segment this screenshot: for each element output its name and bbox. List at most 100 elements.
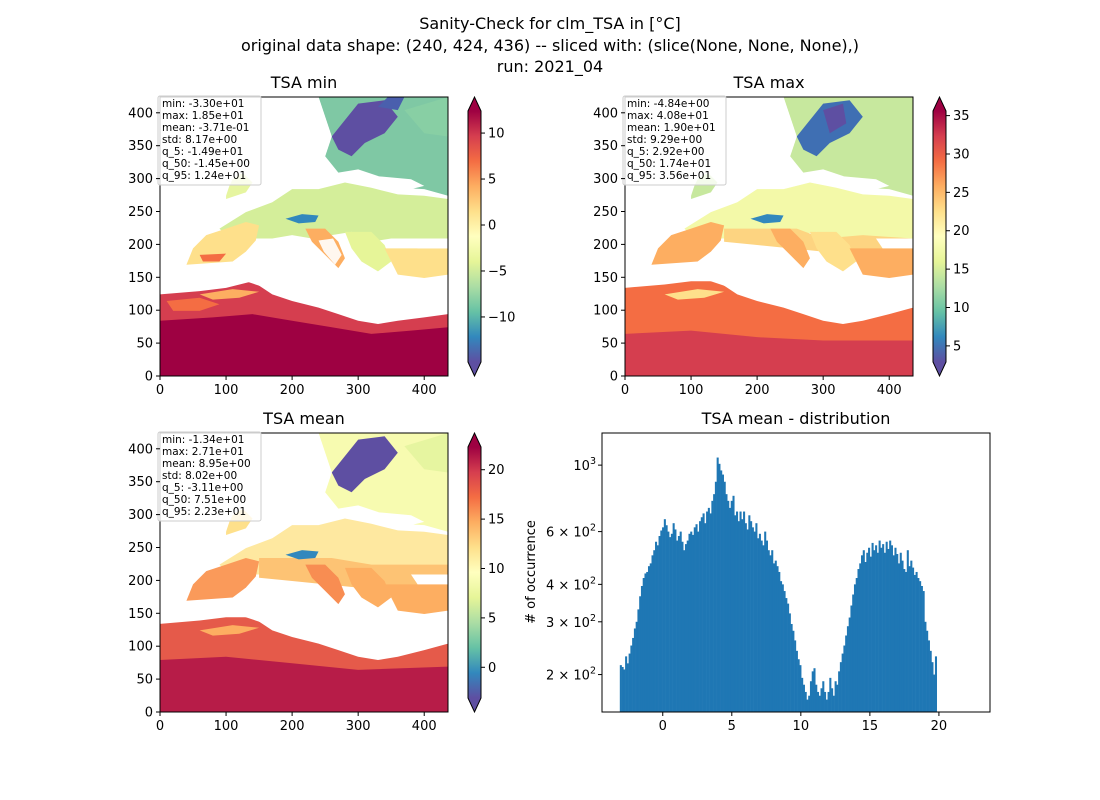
colorbar-tick-label: 0 (488, 219, 496, 234)
histogram-bar (913, 574, 916, 712)
histogram-bar (890, 545, 893, 712)
stat-std: std: 8.02e+00 (162, 470, 237, 482)
histogram-bar (655, 541, 658, 712)
colorbar-tick-label: 10 (488, 562, 505, 577)
y-tick-label: 200 (128, 238, 153, 253)
histogram-bar (815, 684, 818, 712)
histogram-bar (723, 481, 726, 712)
histogram-bar (640, 585, 643, 712)
histogram-bar (780, 581, 783, 712)
stats-box: min: -4.84e+00 max: 4.08e+01 mean: 1.90e… (622, 95, 727, 186)
panel-tsa-max: TSA max (593, 73, 969, 398)
histogram-bar (669, 537, 672, 712)
histogram-bar (679, 531, 682, 712)
histogram-bar (656, 545, 659, 712)
histogram-bar (672, 523, 675, 712)
histogram-bar (670, 533, 673, 712)
histogram-bar (753, 531, 756, 712)
histogram-bar (771, 550, 774, 712)
histogram-bar (658, 536, 661, 712)
histogram-bar (790, 623, 793, 712)
colorbar-gradient (468, 447, 481, 698)
histogram-bar (862, 550, 865, 712)
stat-min: min: -4.84e+00 (627, 98, 709, 110)
histogram-bar (706, 511, 709, 712)
stat-q5: q_5: -1.49e+01 (162, 146, 243, 158)
histogram-bar (683, 550, 686, 712)
histogram-bar (883, 552, 886, 712)
map-image (624, 96, 914, 377)
histogram-bar (880, 547, 883, 712)
colorbar-tick-label: −10 (488, 310, 515, 325)
y-tick-label: 350 (593, 139, 618, 154)
stat-q50: q_50: -1.45e+00 (162, 158, 250, 170)
histogram-bar (839, 662, 842, 712)
histogram-bar (873, 550, 876, 712)
x-tick-label: 10 (793, 719, 810, 734)
stat-min: min: -3.30e+01 (162, 98, 244, 110)
histogram-bar (667, 531, 670, 712)
histogram-bar (811, 671, 814, 712)
histogram-bar (788, 613, 791, 712)
histogram-bar (871, 542, 874, 712)
histogram-bar (838, 671, 841, 712)
histogram-bar (824, 691, 827, 712)
histogram-bar (736, 511, 739, 712)
stat-q95: q_95: 3.56e+01 (627, 170, 711, 182)
histogram-bar (732, 495, 735, 712)
histogram-bar (730, 500, 733, 712)
histogram-bar (660, 530, 663, 712)
y-tick-label: 0 (145, 706, 153, 721)
colorbar-tick-label: 20 (488, 463, 505, 478)
histogram-bar (750, 521, 753, 712)
histogram-bar (632, 637, 635, 712)
x-tick-label: 0 (621, 383, 629, 398)
stat-max: max: 4.08e+01 (627, 110, 709, 122)
histogram-bar (806, 699, 809, 712)
histogram-bar (693, 527, 696, 712)
histogram-bar (882, 544, 885, 712)
histogram-bars (619, 457, 938, 712)
histogram-bar (764, 531, 767, 712)
histogram-bar (630, 645, 633, 712)
histogram-bar (697, 531, 700, 712)
histogram-bar (635, 621, 638, 712)
histogram-bar (757, 538, 760, 712)
map-axes-ticks: 0 100 200 300 400 0 50 100 150 200 250 300 350 400 (128, 442, 436, 734)
histogram-bar (845, 635, 848, 712)
histogram-bar (739, 511, 742, 712)
y-tick-label: 250 (593, 205, 618, 220)
histogram-bar (721, 474, 724, 712)
x-tick-label: 300 (811, 383, 836, 398)
histogram-bar (905, 571, 908, 712)
histogram-bar (868, 547, 871, 712)
histogram-bar (933, 674, 936, 712)
histogram-bar (744, 523, 747, 712)
histogram-bar (822, 681, 825, 712)
x-tick-label: 400 (412, 383, 437, 398)
histogram-bar (910, 560, 913, 712)
histogram-bar (623, 669, 626, 712)
histogram-bar (718, 463, 721, 712)
y-tick-label: 200 (128, 574, 153, 589)
histogram-bar (926, 630, 929, 712)
histogram-bar (762, 545, 765, 712)
x-tick-label: 0 (156, 719, 164, 734)
stat-std: std: 9.29e+00 (627, 134, 702, 146)
histogram-bar (727, 500, 730, 712)
histogram-bar (864, 561, 867, 712)
stat-min: min: -1.34e+01 (162, 434, 244, 446)
histogram-bar (795, 650, 798, 712)
histogram-bar (792, 630, 795, 712)
histogram-bar (646, 571, 649, 712)
histogram-bar (912, 567, 915, 712)
histogram-bar (725, 494, 728, 712)
stats-box-frame (157, 431, 262, 522)
y-tick-label: 350 (128, 475, 153, 490)
histogram-bar (885, 541, 888, 712)
x-tick-label: 200 (280, 383, 305, 398)
histogram-bar (663, 519, 666, 712)
histogram-bar (919, 581, 922, 712)
stats-box: min: -1.34e+01 max: 2.71e+01 mean: 8.95e… (157, 431, 262, 522)
histogram-bar (903, 569, 906, 712)
